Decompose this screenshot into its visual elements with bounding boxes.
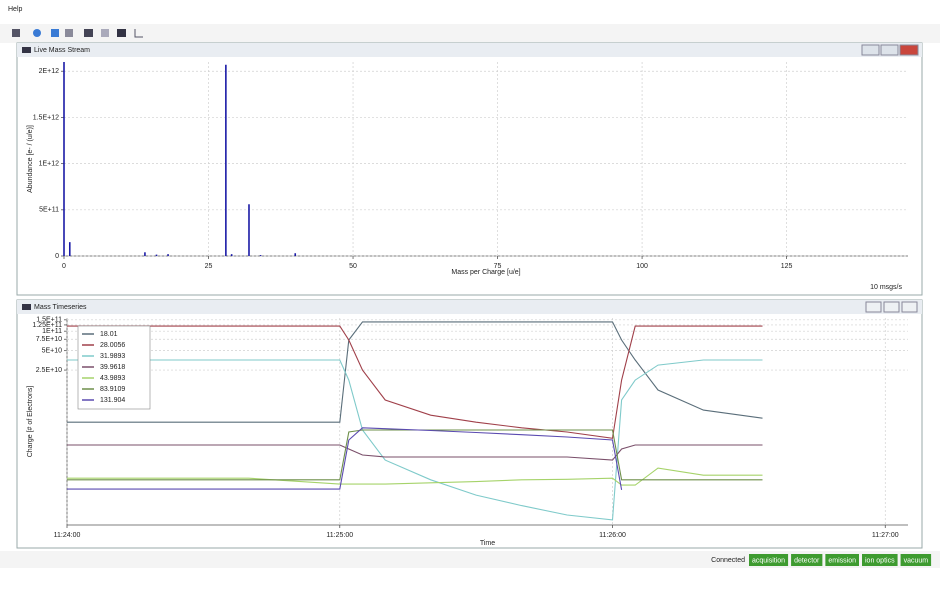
status-badge	[791, 554, 823, 566]
status-badge-label: ion optics	[865, 557, 895, 564]
status-badge	[900, 554, 932, 566]
menu-help[interactable]: Help	[8, 6, 23, 13]
series-line	[67, 444, 763, 461]
legend-label: 18.01	[100, 331, 118, 338]
y-tick-label: 0	[55, 253, 59, 260]
x-tick-label: 100	[636, 263, 648, 270]
y-tick-label: 1E+11	[42, 328, 62, 335]
y-tick-label: 1.5E+12	[33, 114, 59, 121]
x-tick-label: 11:25:00	[326, 532, 353, 539]
tool-icon[interactable]	[33, 29, 41, 37]
status-badge	[749, 554, 789, 566]
x-tick-label: 125	[781, 263, 793, 270]
status-text: Connected	[711, 557, 745, 564]
x-tick-label: 75	[494, 263, 502, 270]
y-tick-label: 1E+12	[39, 160, 60, 167]
legend-label: 43.9893	[100, 375, 125, 382]
x-tick-label: 11:27:00	[872, 532, 899, 539]
tool-icon[interactable]	[134, 29, 143, 38]
panel	[16, 42, 923, 296]
maximize-button[interactable]	[883, 301, 900, 313]
y-tick-label: 2E+12	[39, 68, 60, 75]
legend-label: 83.9109	[100, 386, 125, 393]
y-tick-label: 2.5E+10	[36, 367, 62, 374]
x-tick-label: 0	[62, 263, 66, 270]
panel-icon	[22, 304, 31, 310]
legend-label: 31.9893	[100, 353, 125, 360]
tool-icon[interactable]	[51, 29, 59, 37]
series-line	[67, 427, 623, 490]
panel-titlebar	[17, 43, 922, 57]
tool-icon[interactable]	[101, 29, 109, 37]
toolbar	[0, 24, 940, 43]
status-bar	[0, 551, 940, 568]
series-line	[67, 429, 763, 481]
x-tick-label: 25	[205, 263, 213, 270]
minimize-button[interactable]	[865, 301, 882, 313]
status-badge-label: emission	[828, 557, 856, 564]
x-tick-label: 11:24:00	[54, 532, 81, 539]
minimize-button[interactable]	[861, 44, 880, 56]
legend-label: 39.9618	[100, 364, 125, 371]
rate-label: 10 msgs/s	[870, 284, 902, 291]
close-button[interactable]	[901, 301, 918, 313]
series-line	[67, 359, 763, 521]
x-tick-label: 11:26:00	[599, 532, 626, 539]
status-badge-label: vacuum	[904, 557, 929, 564]
panel-title: Live Mass Stream	[34, 47, 90, 54]
status-badge	[825, 554, 859, 566]
close-button[interactable]	[899, 44, 919, 56]
tool-icon[interactable]	[12, 29, 20, 37]
y-axis-label: Abundance [e- / (u/e)]	[27, 125, 34, 193]
y-tick-label: 5E+10	[42, 347, 63, 354]
toolbar-icons	[12, 29, 143, 38]
x-tick-label: 50	[349, 263, 357, 270]
panel-titlebar	[17, 300, 922, 314]
y-tick-label: 7.5E+10	[36, 336, 62, 343]
panel-title: Mass Timeseries	[34, 304, 87, 311]
y-tick-label: 1.5E+11	[36, 317, 62, 324]
y-axis-label: Charge [# of Electrons]	[27, 386, 34, 458]
status-badge	[862, 554, 898, 566]
panel-icon	[22, 47, 31, 53]
legend-label: 28.0056	[100, 342, 125, 349]
x-axis-label: Mass per Charge [u/e]	[451, 269, 520, 276]
y-tick-label: 1.25E+11	[32, 322, 62, 329]
series-line	[67, 321, 763, 423]
tool-icon[interactable]	[65, 29, 73, 37]
series-line	[67, 325, 763, 439]
maximize-button[interactable]	[880, 44, 899, 56]
status-badge-label: acquisition	[752, 557, 785, 564]
panel	[16, 299, 923, 549]
legend-label: 131.904	[100, 397, 125, 404]
tool-icon[interactable]	[84, 29, 93, 37]
status-badge-label: detector	[794, 557, 820, 564]
tool-icon[interactable]	[117, 29, 126, 37]
x-axis-label: Time	[480, 540, 495, 547]
y-tick-label: 5E+11	[39, 207, 59, 214]
